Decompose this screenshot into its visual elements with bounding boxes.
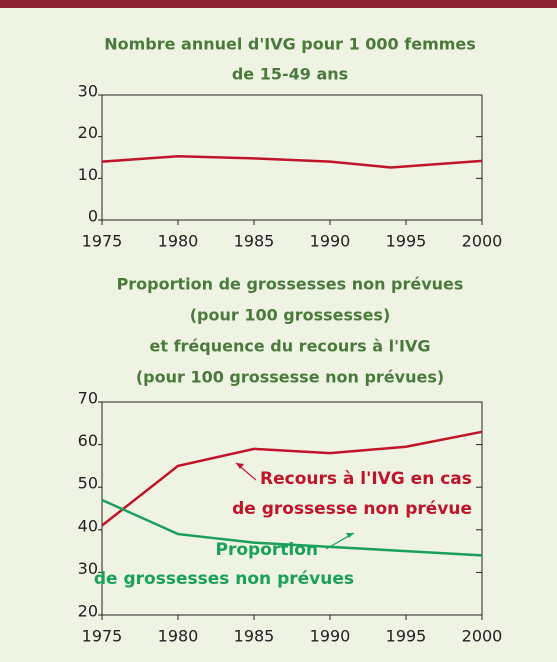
x-tick-label: 1980 <box>158 627 199 646</box>
arrow-head <box>346 533 354 538</box>
chart-title: de 15-49 ans <box>232 65 348 84</box>
series-label: de grossesse non prévue <box>232 499 472 519</box>
chart-title: Proportion de grossesses non prévues <box>117 275 464 294</box>
y-tick-label: 30 <box>78 82 98 101</box>
x-tick-label: 1995 <box>386 232 427 251</box>
y-tick-label: 10 <box>78 165 98 184</box>
series-label: Recours à l'IVG en cas <box>260 469 472 489</box>
chart-title: Nombre annuel d'IVG pour 1 000 femmes <box>104 35 476 54</box>
series-line <box>101 154 483 169</box>
chart-title: et fréquence du recours à l'IVG <box>150 337 431 356</box>
x-tick-label: 1985 <box>234 232 275 251</box>
arrow-head <box>236 463 244 469</box>
plot-frame <box>101 94 483 221</box>
plot-frame <box>101 401 483 616</box>
x-tick-label: 1975 <box>82 627 123 646</box>
chart-title: (pour 100 grossesse non prévues) <box>136 368 444 387</box>
x-tick-label: 1980 <box>158 232 199 251</box>
y-tick-label: 50 <box>78 474 98 493</box>
y-tick-label: 40 <box>78 516 98 535</box>
series-line <box>101 430 483 527</box>
x-tick-label: 1995 <box>386 627 427 646</box>
chart-title: (pour 100 grossesses) <box>190 306 391 325</box>
y-tick-label: 70 <box>78 389 98 408</box>
x-tick-label: 1990 <box>310 627 351 646</box>
series-label: Proportion <box>216 540 319 560</box>
y-tick-label: 30 <box>78 559 98 578</box>
series-label: de grossesses non prévues <box>94 569 354 589</box>
x-tick-label: 2000 <box>462 627 503 646</box>
x-tick-label: 1985 <box>234 627 275 646</box>
y-tick-label: 20 <box>78 602 98 621</box>
top-bar <box>0 0 557 8</box>
y-tick-label: 20 <box>78 123 98 142</box>
x-tick-label: 1975 <box>82 232 123 251</box>
series-line <box>101 498 483 557</box>
x-tick-label: 2000 <box>462 232 503 251</box>
x-tick-label: 1990 <box>310 232 351 251</box>
y-tick-label: 60 <box>78 431 98 450</box>
y-tick-label: 0 <box>88 207 98 226</box>
